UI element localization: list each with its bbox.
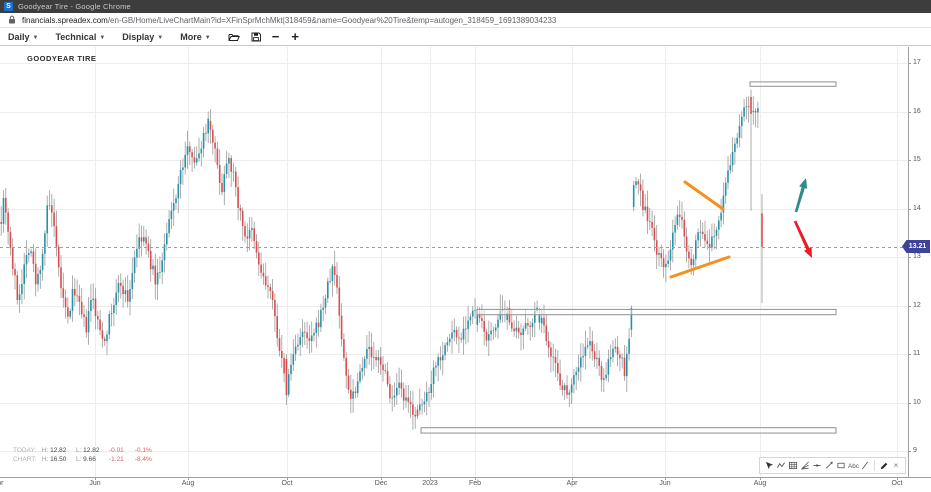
chart-annotations-layer	[420, 81, 837, 434]
status-row-today: TODAY: H: 12.82 L: 12.82 -0.01 -0.1%	[13, 446, 159, 455]
price-axis-label: 10	[913, 398, 921, 406]
save-icon[interactable]	[251, 32, 261, 42]
chart-status-panel: TODAY: H: 12.82 L: 12.82 -0.01 -0.1% CHA…	[13, 446, 159, 464]
down-arrow-annotation[interactable]	[793, 220, 812, 259]
chart-menu-bar: Daily ▼ Technical ▼ Display ▼ More ▼ − +	[0, 28, 931, 46]
horizontal-line-tool-icon[interactable]	[811, 459, 823, 472]
spreadex-logo-icon: S	[4, 2, 13, 11]
chart-change-pct: -8.4%	[134, 456, 152, 463]
chart-high: 16.50	[50, 456, 67, 463]
up-arrow-annotation[interactable]	[794, 178, 808, 213]
window-title: Goodyear Tire - Google Chrome	[18, 2, 131, 11]
price-axis-label: 16	[913, 107, 921, 115]
today-change: -0.01	[108, 447, 124, 454]
drawing-toolbar: Abc ×	[759, 457, 906, 474]
price-axis-label: 9	[913, 447, 917, 454]
window-titlebar[interactable]: S Goodyear Tire - Google Chrome	[0, 0, 931, 13]
url-path: /en-GB/Home/LiveChartMain?id=XFinSprMchM…	[107, 15, 557, 25]
polyline-tool-icon[interactable]	[775, 459, 787, 472]
svg-text:Abc: Abc	[848, 463, 859, 470]
text-tool-icon[interactable]: Abc	[847, 459, 859, 472]
close-tools-icon[interactable]: ×	[893, 461, 899, 470]
pointer-tool-icon[interactable]	[763, 459, 775, 472]
menu-display[interactable]: Display ▼	[122, 31, 164, 42]
pencil-tool-icon[interactable]	[878, 459, 890, 472]
zoom-in-button[interactable]: +	[291, 28, 299, 44]
price-axis-label: 12	[913, 301, 921, 309]
time-axis-label: Aug	[181, 480, 195, 487]
today-high: 12.82	[50, 447, 67, 454]
time-axis-label: Oct	[281, 480, 293, 487]
resistance-box-2[interactable]	[476, 308, 837, 316]
candlestick-chart-canvas[interactable]	[0, 47, 931, 492]
today-change-pct: -0.1%	[134, 447, 152, 454]
price-axis-label: 11	[913, 350, 921, 357]
zoom-out-button[interactable]: −	[271, 28, 280, 44]
chevron-down-icon: ▼	[99, 34, 106, 41]
chart-change: -1.21	[108, 456, 124, 463]
rectangle-tool-icon[interactable]	[835, 459, 847, 472]
trendline-tool-icon[interactable]	[823, 459, 835, 472]
browser-address-bar[interactable]: financials.spreadex.com/en-GB/Home/LiveC…	[0, 13, 931, 28]
time-axis-label: Apr	[0, 480, 4, 487]
today-low: 12.82	[83, 447, 100, 454]
chevron-down-icon: ▼	[157, 34, 164, 41]
orange-trendline-1[interactable]	[683, 180, 725, 211]
time-axis-label: Aug	[753, 480, 767, 487]
menu-more[interactable]: More ▼	[180, 31, 211, 42]
price-axis-label: 17	[913, 59, 921, 66]
time-axis-label: Apr	[566, 480, 578, 487]
orange-trendline-2[interactable]	[669, 255, 731, 279]
time-axis-label: Jun	[89, 480, 101, 487]
open-folder-icon[interactable]	[228, 32, 240, 42]
resistance-box-1[interactable]	[749, 81, 837, 87]
fan-tool-icon[interactable]	[799, 459, 811, 472]
time-axis-label: Oct	[891, 480, 903, 487]
status-row-chart: CHART: H: 16.50 L: 9.66 -1.21 -8.4%	[13, 455, 159, 464]
instrument-label: GOODYEAR TIRE	[27, 54, 97, 63]
chevron-down-icon: ▼	[32, 34, 39, 41]
menu-daily[interactable]: Daily ▼	[8, 31, 39, 42]
grid-tool-icon[interactable]	[787, 459, 799, 472]
time-axis-label: 2023	[422, 480, 438, 487]
chart-low: 9.66	[83, 456, 96, 463]
time-axis-label: Dec	[374, 480, 388, 487]
chart-area: GOODYEAR TIRE 17 16 15 14 13 12 11 10 9 Apr Jun Au…	[0, 47, 931, 492]
url-domain: financials.spreadex.com	[22, 15, 108, 25]
price-axis-label: 15	[913, 156, 921, 163]
price-axis-label: 13	[913, 253, 921, 260]
chevron-down-icon: ▼	[204, 34, 211, 41]
time-axis-label: Jun	[659, 480, 671, 487]
toolbar-divider	[874, 460, 875, 471]
ssl-padlock-icon	[8, 11, 16, 29]
menu-technical[interactable]: Technical ▼	[55, 31, 106, 42]
resistance-box-3[interactable]	[420, 427, 837, 434]
price-axis-label: 14	[913, 204, 921, 212]
url-text[interactable]: financials.spreadex.com/en-GB/Home/LiveC…	[22, 16, 556, 25]
ray-tool-icon[interactable]	[859, 459, 871, 472]
last-price-tag: 13.21	[902, 240, 930, 253]
time-axis-label: Feb	[468, 480, 482, 487]
